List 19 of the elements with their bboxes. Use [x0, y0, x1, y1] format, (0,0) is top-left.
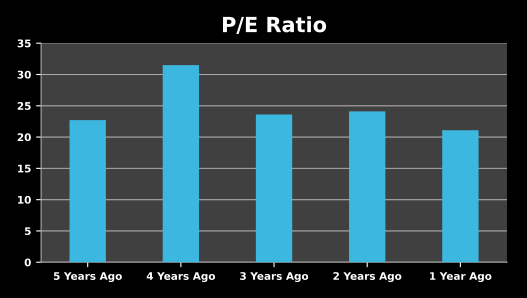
y-tick-label: 5: [24, 227, 31, 236]
y-tick-label: 0: [24, 258, 31, 266]
y-tick-label: 35: [18, 39, 31, 48]
x-tick-label: 4 Years Ago: [146, 272, 216, 282]
y-tick-label: 30: [18, 70, 31, 79]
y-tick-label: 10: [18, 196, 31, 204]
bar: [256, 114, 292, 262]
bar: [349, 111, 386, 262]
bar: [162, 65, 200, 262]
chart-title: P/E Ratio: [223, 16, 326, 34]
y-tick-label: 25: [18, 102, 31, 110]
x-tick-label: 1 Year Ago: [430, 272, 492, 282]
bar: [442, 130, 479, 262]
y-tick-label: 20: [18, 133, 31, 142]
bar: [70, 120, 106, 262]
y-tick-label: 15: [18, 164, 31, 172]
x-tick-label: 2 Years Ago: [333, 272, 402, 282]
x-tick-label: 5 Years Ago: [54, 272, 122, 282]
x-tick-label: 3 Years Ago: [240, 272, 308, 282]
